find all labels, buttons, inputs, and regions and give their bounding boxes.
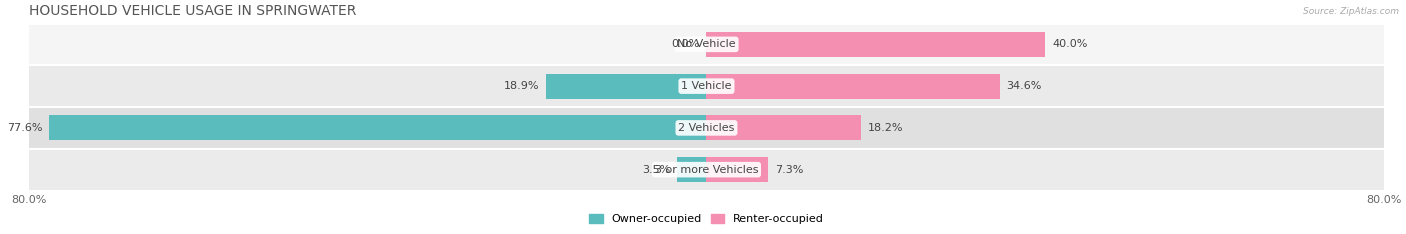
- Text: 7.3%: 7.3%: [775, 165, 803, 175]
- Bar: [676, 157, 706, 182]
- Bar: [28, 23, 1384, 65]
- Text: 3.5%: 3.5%: [641, 165, 671, 175]
- Bar: [547, 74, 706, 99]
- Text: 40.0%: 40.0%: [1052, 39, 1087, 49]
- Text: 1 Vehicle: 1 Vehicle: [682, 81, 731, 91]
- Bar: [706, 115, 860, 140]
- Bar: [28, 65, 1384, 107]
- Text: 77.6%: 77.6%: [7, 123, 42, 133]
- Bar: [28, 149, 1384, 190]
- Text: Source: ZipAtlas.com: Source: ZipAtlas.com: [1303, 7, 1399, 16]
- Bar: [706, 32, 1045, 57]
- Text: No Vehicle: No Vehicle: [678, 39, 735, 49]
- Text: 3 or more Vehicles: 3 or more Vehicles: [655, 165, 758, 175]
- Text: 18.2%: 18.2%: [868, 123, 903, 133]
- Text: 34.6%: 34.6%: [1007, 81, 1042, 91]
- Bar: [706, 74, 1000, 99]
- Bar: [49, 115, 706, 140]
- Text: HOUSEHOLD VEHICLE USAGE IN SPRINGWATER: HOUSEHOLD VEHICLE USAGE IN SPRINGWATER: [28, 4, 356, 18]
- Legend: Owner-occupied, Renter-occupied: Owner-occupied, Renter-occupied: [585, 209, 828, 229]
- Text: 18.9%: 18.9%: [505, 81, 540, 91]
- Bar: [28, 107, 1384, 149]
- Text: 0.0%: 0.0%: [672, 39, 700, 49]
- Bar: [706, 157, 768, 182]
- Text: 2 Vehicles: 2 Vehicles: [678, 123, 735, 133]
